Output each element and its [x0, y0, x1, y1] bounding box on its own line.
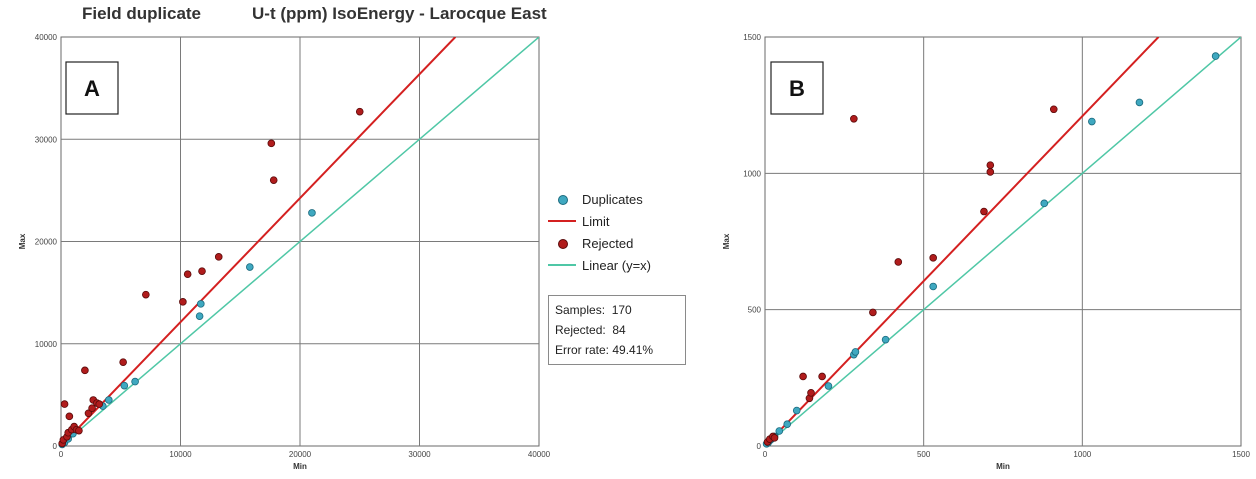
- duplicate-point: [792, 406, 801, 415]
- rejected-point: [183, 270, 192, 279]
- x-tick-label: 20000: [289, 450, 312, 459]
- rejected-point: [986, 161, 995, 169]
- plot-lines: [765, 37, 1241, 446]
- x-tick-label: 40000: [528, 450, 551, 459]
- rejected-point: [980, 207, 988, 216]
- x-tick-label: 500: [917, 450, 931, 459]
- rejected-point: [142, 290, 150, 299]
- rejected-point: [799, 372, 807, 381]
- duplicate-point: [131, 377, 139, 386]
- limit-line: [61, 37, 457, 446]
- rejected-point: [818, 372, 826, 381]
- x-tick-label: 1500: [1232, 450, 1250, 459]
- duplicate-point: [775, 427, 784, 435]
- rejected-point: [75, 426, 83, 435]
- x-tick-label: 0: [763, 450, 768, 459]
- chart-legend: Duplicates Limit Rejected Linear (y=x): [548, 188, 698, 276]
- rejected-point: [1049, 105, 1058, 114]
- y-axis-title: Max: [722, 233, 731, 249]
- rejected-point: [869, 308, 877, 317]
- rejected-point: [355, 107, 364, 116]
- duplicate-point: [929, 282, 937, 291]
- chart-title-right: U-t (ppm) IsoEnergy - Larocque East: [252, 4, 547, 23]
- legend-label-rejected: Rejected: [582, 235, 634, 251]
- x-tick-label: 1000: [1073, 450, 1091, 459]
- x-tick-label: 10000: [169, 450, 192, 459]
- rejected-point: [198, 267, 206, 275]
- y-tick-label: 500: [748, 306, 762, 315]
- y-tick-label: 0: [757, 442, 762, 451]
- duplicate-point: [308, 209, 316, 217]
- legend-item-rejected: Rejected: [548, 232, 698, 254]
- duplicate-point: [851, 348, 860, 356]
- y-tick-label: 20000: [35, 238, 58, 247]
- rejected-point: [65, 412, 74, 421]
- stats-box: Samples: 170 Rejected: 84 Error rate: 49…: [548, 295, 686, 365]
- rejected-point: [269, 176, 278, 184]
- limit-line: [765, 37, 1160, 446]
- x-axis-title: Min: [293, 462, 307, 471]
- legend-label-limit: Limit: [582, 213, 610, 229]
- duplicate-point: [197, 300, 205, 308]
- rejected-point: [119, 358, 127, 366]
- panel-label: A: [84, 76, 100, 101]
- panel-label-box: [65, 61, 119, 115]
- rejected-point: [179, 298, 187, 306]
- stats-rejected: Rejected: 84: [555, 323, 626, 337]
- x-axis-title: Min: [996, 462, 1010, 471]
- legend-label-duplicates: Duplicates: [582, 191, 643, 207]
- x-tick-label: 0: [59, 450, 64, 459]
- rejected-point: [81, 366, 89, 375]
- legend-item-duplicates: Duplicates: [548, 188, 698, 210]
- legend-label-linear: Linear (y=x): [582, 257, 651, 273]
- legend-symbol-limit: [548, 215, 582, 227]
- plot-lines: [61, 37, 539, 446]
- duplicate-point: [195, 312, 204, 320]
- rejected-point: [770, 434, 779, 442]
- duplicate-point: [783, 420, 792, 428]
- rejected-point: [60, 400, 69, 408]
- duplicate-point: [1040, 199, 1049, 208]
- y-axis-title: Max: [18, 233, 27, 249]
- scatter-chart-a: 0 10000 20000 30000 40000 0 10000 20000 30000 400…: [18, 33, 551, 471]
- panel-label-box: [770, 61, 824, 115]
- rejected-point: [214, 253, 223, 261]
- legend-item-limit: Limit: [548, 210, 698, 232]
- duplicate-point: [1211, 52, 1220, 60]
- y-tick-label: 0: [53, 442, 58, 451]
- y-tick-label: 1000: [743, 169, 761, 178]
- duplicate-point: [246, 263, 254, 271]
- y-tick-label: 1500: [743, 33, 761, 42]
- rejected-point: [95, 400, 104, 408]
- stats-samples: Samples: 170: [555, 303, 632, 317]
- duplicate-point: [881, 335, 890, 344]
- rejected-point: [986, 168, 995, 176]
- rejected-point: [850, 115, 858, 123]
- chart-title-left: Field duplicate: [82, 4, 202, 23]
- duplicate-point: [824, 382, 833, 390]
- scatter-chart-b: 0 500 1000 1500 0 500 1000 1500 Min Max B: [722, 33, 1250, 471]
- y-tick-label: 10000: [35, 340, 58, 349]
- legend-item-linear: Linear (y=x): [548, 254, 698, 276]
- panel-label: B: [789, 76, 805, 101]
- rejected-point: [88, 404, 96, 412]
- y-tick-label: 30000: [35, 135, 58, 144]
- duplicate-point: [1088, 117, 1096, 126]
- rejected-point: [894, 258, 903, 266]
- rejected-point: [267, 139, 276, 148]
- linear-line: [765, 37, 1241, 446]
- rejected-point: [84, 409, 93, 418]
- legend-symbol-rejected: [548, 237, 582, 249]
- y-tick-label: 40000: [35, 33, 58, 42]
- duplicate-point: [1135, 98, 1144, 107]
- duplicate-point: [105, 396, 113, 404]
- x-tick-label: 30000: [408, 450, 431, 459]
- legend-symbol-duplicates: [548, 193, 582, 205]
- rejected-point: [929, 254, 937, 262]
- legend-symbol-linear: [548, 259, 582, 271]
- linear-line: [61, 37, 539, 446]
- stats-error-rate: Error rate: 49.41%: [555, 343, 654, 357]
- duplicate-point: [120, 381, 129, 390]
- rejected-point: [807, 389, 815, 397]
